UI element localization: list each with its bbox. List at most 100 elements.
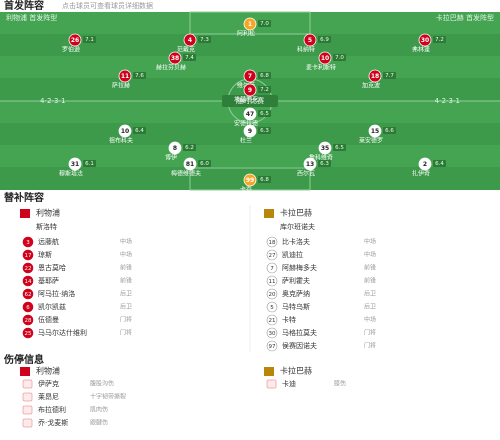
injury-reason: 十字韧带撕裂 <box>90 393 126 401</box>
player-dot <box>368 69 382 83</box>
player-rating: 6.1 <box>85 161 94 167</box>
rating-badge <box>133 72 146 79</box>
player-number: 15 <box>371 128 379 135</box>
player-rating: 7.4 <box>185 55 194 61</box>
sub-number: 7 <box>270 266 274 272</box>
player-name: 罗伯逊 <box>62 46 80 54</box>
player-name: 詹科维奇 <box>309 154 333 162</box>
player-number: 18 <box>371 73 379 80</box>
player-name: 埃基蒂克 <box>234 96 258 104</box>
sub-name: 阿赫梅多夫 <box>282 263 317 272</box>
player-dot <box>183 157 197 171</box>
sub-number: 3 <box>26 240 30 246</box>
player-name: 范戴克 <box>177 46 195 54</box>
player-rating: 6.2 <box>185 145 194 151</box>
sub-number-dot <box>22 262 34 274</box>
player-rating: 6.8 <box>260 73 269 79</box>
rating-badge <box>83 160 96 167</box>
sub-position: 后卫 <box>364 290 376 298</box>
subtitle: 点击球员可查看球员详细数据 <box>62 1 153 10</box>
player-dot <box>418 33 432 47</box>
player-dot <box>183 33 197 47</box>
player-rating: 6.3 <box>260 128 269 134</box>
away-team: 卡拉巴赫 <box>280 208 312 218</box>
player-number: 47 <box>246 111 254 118</box>
player-dot <box>68 33 82 47</box>
player-number: 11 <box>121 73 129 80</box>
injury-reason: 膝伤 <box>334 380 346 388</box>
player-number: 10 <box>121 128 129 135</box>
sub-number-dot <box>266 262 278 274</box>
injury-reason: 腹股沟伤 <box>90 380 114 388</box>
player-number: 7 <box>248 73 252 80</box>
sub-number-dot <box>266 301 278 313</box>
sub-number: 21 <box>269 318 276 324</box>
rating-badge <box>433 160 446 167</box>
player-number: 4 <box>188 37 192 44</box>
center-badge <box>222 95 278 107</box>
sub-number-dot <box>266 327 278 339</box>
home-label: 利物浦 首发阵型 <box>6 13 57 22</box>
player-number: 35 <box>321 145 329 152</box>
player-name: 科纳特 <box>297 46 315 54</box>
sub-number-dot <box>266 275 278 287</box>
rating-badge <box>333 54 346 61</box>
sub-position: 门将 <box>364 342 376 350</box>
player-rating: 6.5 <box>335 145 344 151</box>
injury-icon <box>266 379 277 389</box>
sub-name: 侯赛因诺夫 <box>282 341 317 350</box>
player-number: 26 <box>71 37 79 44</box>
player-name: 杜兰 <box>240 137 252 145</box>
sub-number: 25 <box>25 331 32 337</box>
sub-number-dot <box>22 327 34 339</box>
sub-name: 卡特 <box>282 315 296 324</box>
inj-away-shirt <box>264 367 274 376</box>
player-rating: 6.4 <box>435 161 444 167</box>
injury-name: 伊萨克 <box>38 379 59 388</box>
inj-home-team: 利物浦 <box>36 366 60 376</box>
player-dot <box>418 157 432 171</box>
sub-name: 比卡洛夫 <box>282 237 310 246</box>
away-shirt <box>264 209 274 218</box>
rating-badge <box>258 127 271 134</box>
rating-badge <box>258 20 271 27</box>
sub-number: 22 <box>25 266 32 272</box>
player-rating: 6.3 <box>320 161 329 167</box>
player-name: 穆斯塔法 <box>59 170 83 178</box>
rating-badge <box>258 72 271 79</box>
player-number: 38 <box>171 55 179 62</box>
sub-number: 6 <box>26 305 30 311</box>
player-dot <box>243 69 257 83</box>
sub-name: 萨利霍夫 <box>282 276 310 285</box>
sub-name: 凯尔凯兹 <box>38 302 66 311</box>
inj-away-team: 卡拉巴赫 <box>280 366 312 376</box>
player-dot <box>243 107 257 121</box>
player-number: 81 <box>186 161 194 168</box>
player-name: 赫拉芬贝赫 <box>156 64 186 72</box>
injury-icon <box>22 392 33 402</box>
player-name: 安德拉德 <box>234 120 258 128</box>
player-rating: 7.3 <box>200 37 209 43</box>
player-dot <box>243 124 257 138</box>
rating-badge <box>258 110 271 117</box>
injury-reason: 跟腱伤 <box>90 419 108 427</box>
away-formation: 4-2-3-1 <box>435 97 460 105</box>
sub-position: 中场 <box>120 238 132 246</box>
player-number: 31 <box>71 161 79 168</box>
player-rating: 7.0 <box>260 21 269 27</box>
sub-number: 11 <box>269 279 276 285</box>
rating-badge <box>198 160 211 167</box>
injury-icon <box>22 418 33 428</box>
injury-reason: 肌肉伤 <box>90 406 108 414</box>
home-coach: 斯洛特 <box>36 222 57 231</box>
sub-position: 中场 <box>120 251 132 259</box>
player-rating: 6.8 <box>260 177 269 183</box>
sub-number-dot <box>266 236 278 248</box>
player-name: 麦卡利斯特 <box>306 64 336 72</box>
player-rating: 6.9 <box>320 37 329 43</box>
sub-number-dot <box>22 288 34 300</box>
away-label: 卡拉巴赫 首发阵型 <box>436 13 494 22</box>
player-dot <box>243 173 257 187</box>
inj-home-shirt <box>20 367 30 376</box>
rating-badge <box>83 36 96 43</box>
